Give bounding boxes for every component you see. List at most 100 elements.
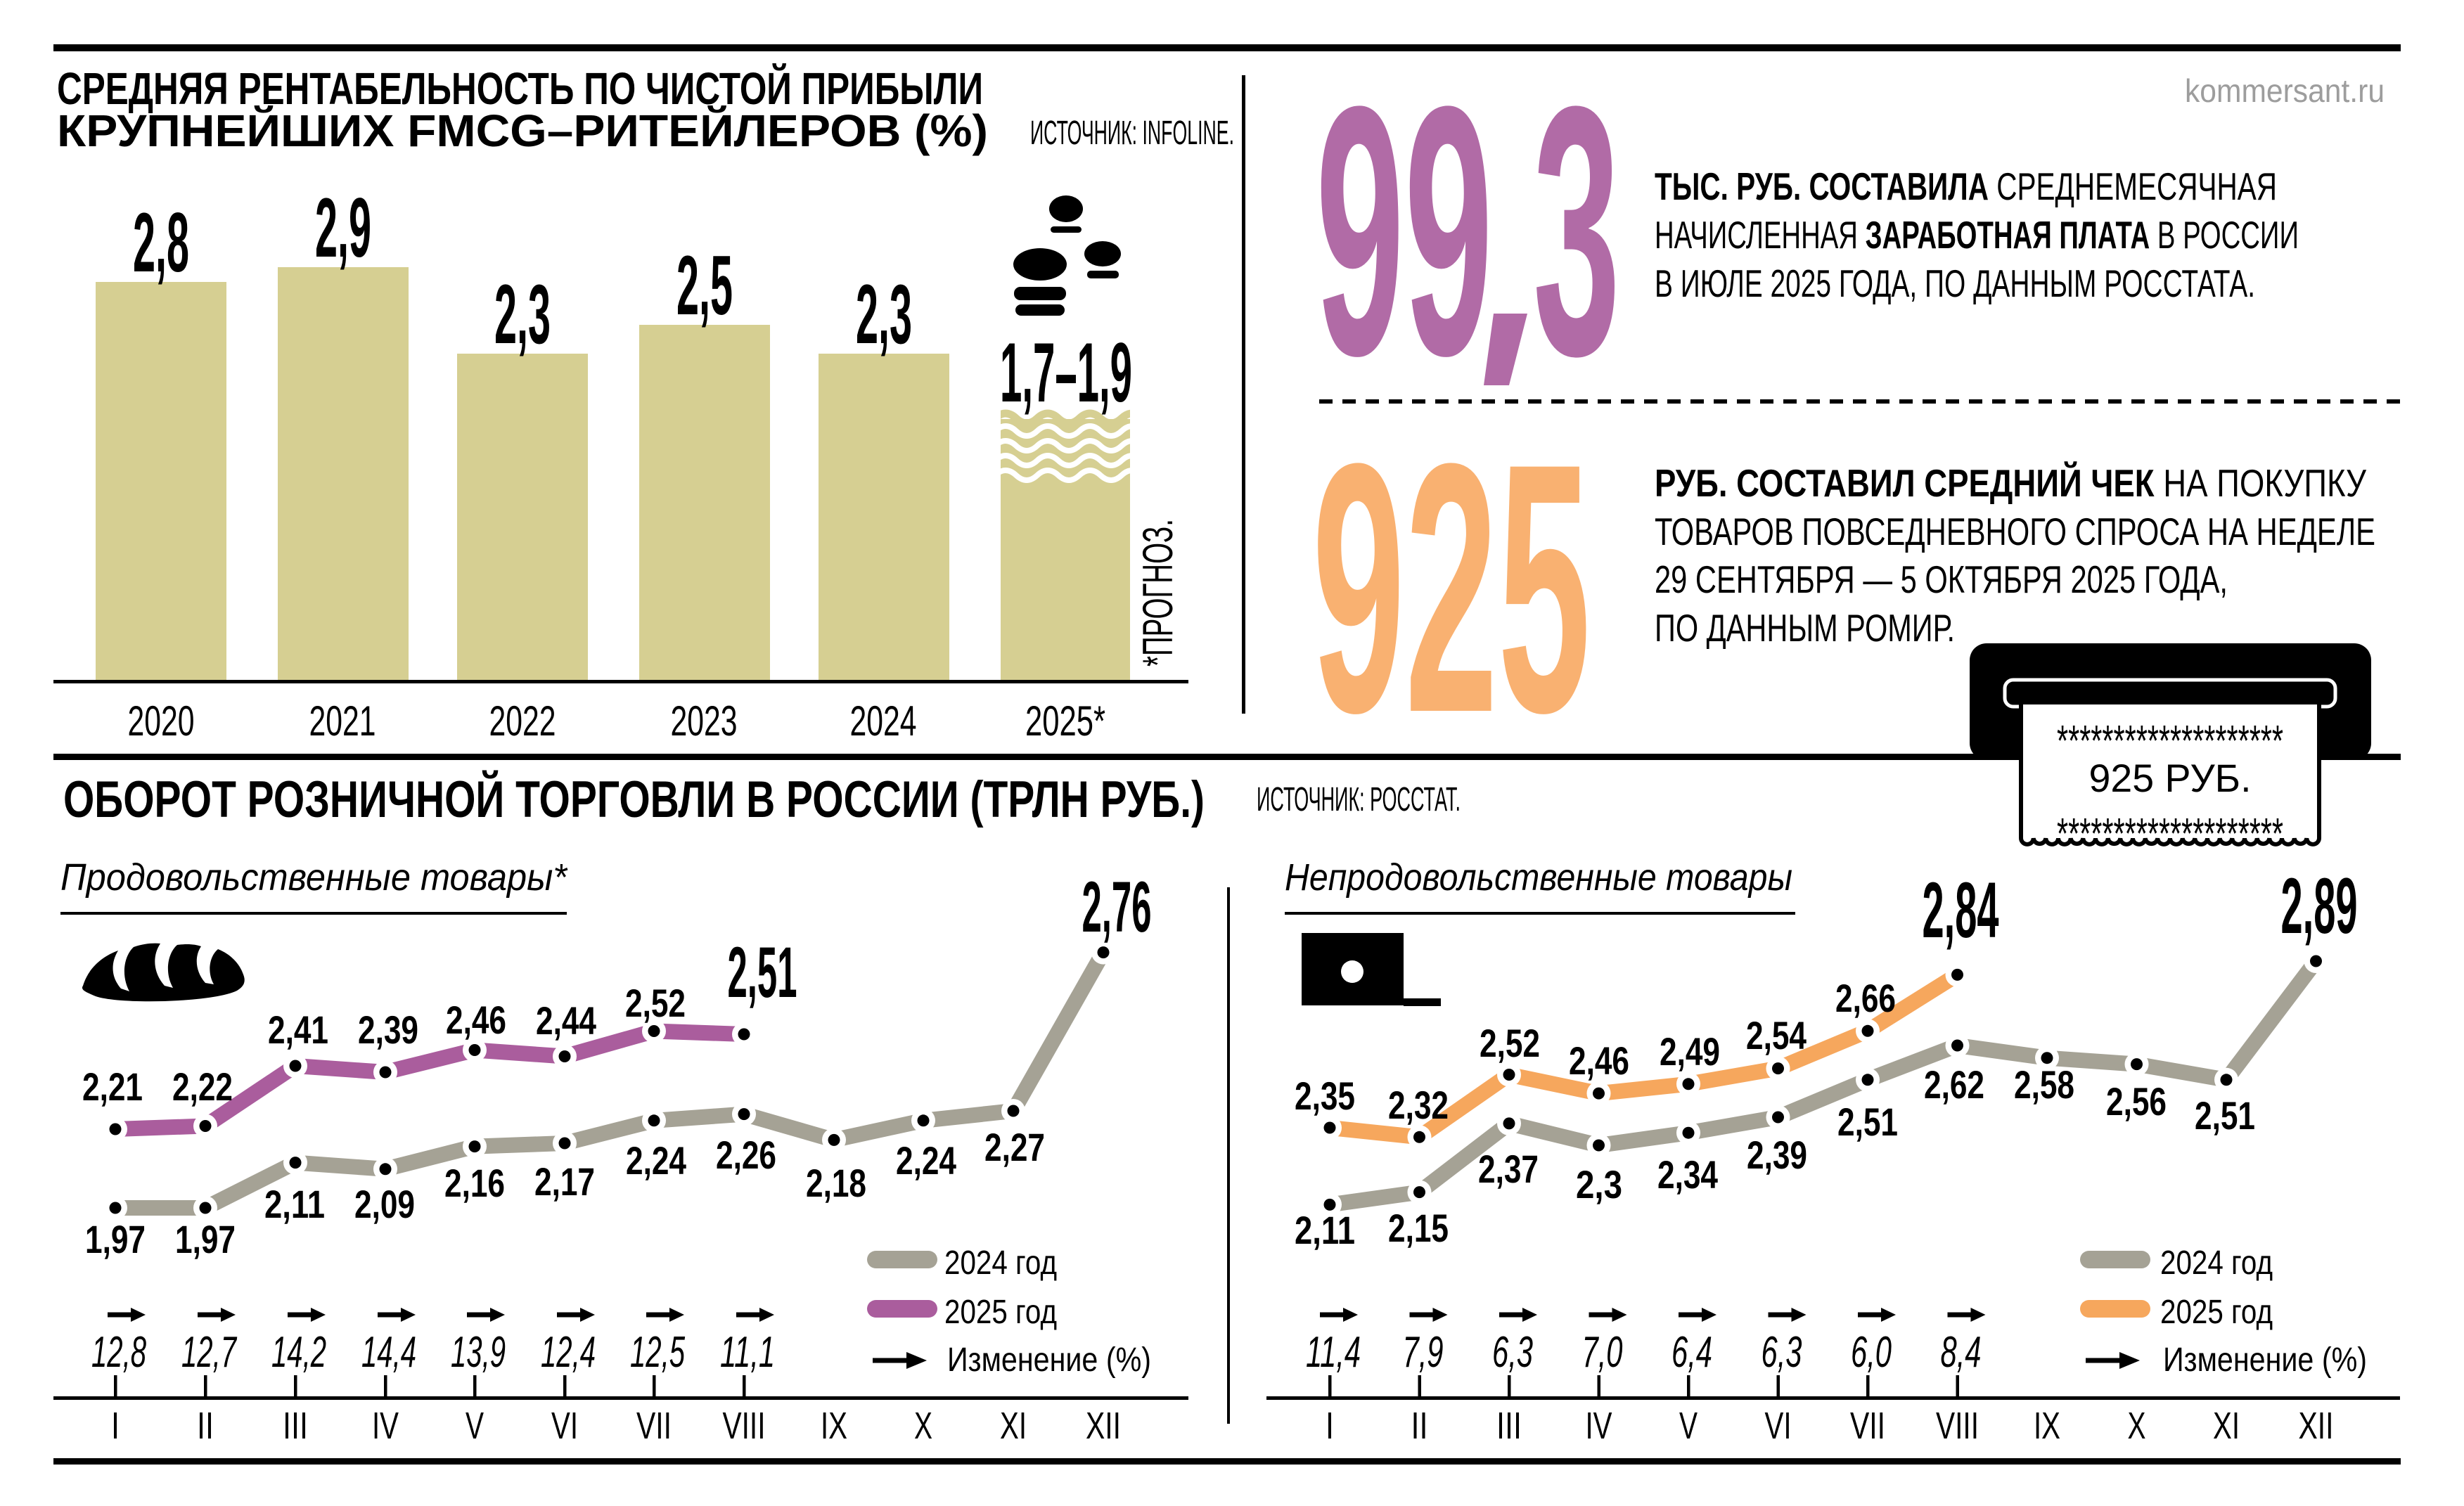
svg-text:VIII: VIII (1936, 1405, 1979, 1447)
svg-text:2,32: 2,32 (1388, 1083, 1449, 1127)
svg-text:2025*: 2025* (1025, 697, 1105, 745)
svg-text:X: X (2128, 1405, 2146, 1447)
svg-text:kommersant.ru: kommersant.ru (2185, 72, 2385, 109)
svg-text:X: X (914, 1405, 932, 1447)
svg-text:VII: VII (1850, 1405, 1885, 1447)
svg-text:29 СЕНТЯБРЯ — 5 ОКТЯБРЯ 2025 Г: 29 СЕНТЯБРЯ — 5 ОКТЯБРЯ 2025 ГОДА, (1655, 558, 2228, 601)
svg-text:6,3: 6,3 (1762, 1328, 1802, 1377)
svg-text:Продовольственные товары*: Продовольственные товары* (60, 856, 568, 899)
svg-text:12,7: 12,7 (181, 1328, 238, 1377)
svg-text:2,51: 2,51 (2195, 1093, 2255, 1138)
svg-text:IV: IV (372, 1405, 399, 1447)
svg-text:14,2: 14,2 (271, 1328, 326, 1377)
svg-text:13,9: 13,9 (451, 1328, 506, 1377)
svg-text:IX: IX (2034, 1405, 2060, 1447)
svg-text:2,76: 2,76 (1082, 867, 1152, 947)
svg-text:2,34: 2,34 (1657, 1152, 1718, 1197)
svg-text:2024 год: 2024 год (944, 1244, 1057, 1282)
svg-text:2,39: 2,39 (1747, 1133, 1807, 1177)
svg-text:2,3: 2,3 (1576, 1162, 1622, 1206)
svg-text:III: III (283, 1405, 308, 1447)
svg-text:2,44: 2,44 (536, 998, 596, 1043)
svg-text:2,11: 2,11 (1295, 1208, 1355, 1252)
svg-text:2,58: 2,58 (2014, 1062, 2074, 1107)
svg-text:Изменение (%): Изменение (%) (2163, 1341, 2367, 1379)
svg-text:ИСТОЧНИК: РОССТАТ.: ИСТОЧНИК: РОССТАТ. (1257, 781, 1461, 818)
svg-text:11,1: 11,1 (720, 1328, 775, 1377)
svg-text:КРУПНЕЙШИХ FMCG–РИТЕЙЛЕРОВ (%): КРУПНЕЙШИХ FMCG–РИТЕЙЛЕРОВ (%) (57, 105, 988, 156)
svg-text:2,89: 2,89 (2281, 862, 2358, 950)
svg-text:II: II (197, 1405, 214, 1447)
svg-text:Изменение (%): Изменение (%) (947, 1341, 1151, 1379)
svg-text:7,0: 7,0 (1582, 1328, 1623, 1377)
svg-text:2,24: 2,24 (896, 1138, 956, 1183)
svg-text:8,4: 8,4 (1941, 1328, 1982, 1377)
svg-text:2,35: 2,35 (1295, 1074, 1355, 1118)
svg-text:2025 год: 2025 год (2160, 1294, 2273, 1331)
svg-text:2,52: 2,52 (1480, 1021, 1540, 1065)
svg-text:99: 99 (1316, 33, 1493, 430)
svg-text:2,46: 2,46 (446, 998, 506, 1042)
svg-text:VI: VI (1765, 1405, 1792, 1447)
svg-text:2,66: 2,66 (1835, 976, 1896, 1020)
svg-text:6,0: 6,0 (1851, 1328, 1892, 1377)
svg-text:2,56: 2,56 (2106, 1079, 2167, 1124)
svg-text:НАЧИСЛЕННАЯ ЗАРАБОТНАЯ ПЛАТА В: НАЧИСЛЕННАЯ ЗАРАБОТНАЯ ПЛАТА В РОССИИ (1655, 213, 2299, 257)
svg-text:I: I (1326, 1405, 1334, 1447)
svg-text:********************: ******************** (2057, 810, 2283, 858)
svg-text:V: V (1679, 1405, 1698, 1447)
svg-text:2025 год: 2025 год (944, 1294, 1057, 1331)
svg-text:XII: XII (2299, 1405, 2334, 1447)
svg-text:2,54: 2,54 (1746, 1013, 1807, 1057)
svg-text:2,21: 2,21 (82, 1064, 143, 1109)
svg-text:2,18: 2,18 (806, 1161, 866, 1205)
svg-text:2,39: 2,39 (358, 1008, 418, 1052)
svg-text:2,16: 2,16 (444, 1161, 505, 1205)
svg-text:*ПРОГНОЗ.: *ПРОГНОЗ. (1134, 519, 1181, 667)
svg-text:Непродовольственные товары: Непродовольственные товары (1285, 856, 1792, 899)
svg-text:1,97: 1,97 (85, 1217, 146, 1261)
svg-text:2,37: 2,37 (1478, 1147, 1539, 1191)
svg-text:12,8: 12,8 (91, 1328, 146, 1377)
svg-text:925 РУБ.: 925 РУБ. (2089, 756, 2252, 800)
svg-text:3: 3 (1533, 33, 1620, 430)
svg-text:2,9: 2,9 (315, 181, 371, 275)
svg-text:II: II (1411, 1405, 1428, 1447)
svg-text:2,17: 2,17 (534, 1159, 595, 1204)
svg-text:I: I (111, 1405, 120, 1447)
svg-text:2,11: 2,11 (264, 1182, 325, 1226)
svg-text:III: III (1496, 1405, 1522, 1447)
svg-text:2,5: 2,5 (676, 238, 733, 333)
svg-text:6,4: 6,4 (1671, 1328, 1712, 1377)
svg-text:2,3: 2,3 (494, 267, 551, 361)
svg-text:2,3: 2,3 (856, 267, 912, 361)
svg-text:2023: 2023 (671, 697, 738, 745)
svg-text:XI: XI (2213, 1405, 2240, 1447)
svg-text:2,27: 2,27 (984, 1125, 1045, 1169)
svg-text:2020: 2020 (128, 697, 195, 745)
svg-text:ТОВАРОВ ПОВСЕДНЕВНОГО СПРОСА Н: ТОВАРОВ ПОВСЕДНЕВНОГО СПРОСА НА НЕДЕЛЕ (1655, 510, 2375, 553)
svg-text:2,52: 2,52 (625, 981, 686, 1025)
svg-text:VII: VII (636, 1405, 672, 1447)
svg-text:14,4: 14,4 (361, 1328, 416, 1377)
svg-text:1,97: 1,97 (175, 1217, 236, 1261)
svg-text:ТЫС. РУБ. СОСТАВИЛА СРЕДНЕМЕСЯ: ТЫС. РУБ. СОСТАВИЛА СРЕДНЕМЕСЯЧНАЯ (1655, 165, 2277, 208)
svg-text:XII: XII (1086, 1405, 1121, 1447)
svg-text:V: V (466, 1405, 484, 1447)
svg-text:ПО ДАННЫМ РОМИР.: ПО ДАННЫМ РОМИР. (1655, 606, 1955, 650)
svg-text:********************: ******************** (2057, 717, 2283, 766)
svg-text:2,62: 2,62 (1924, 1062, 1984, 1107)
svg-text:2,09: 2,09 (354, 1182, 415, 1226)
svg-text:925: 925 (1312, 390, 1591, 787)
svg-text:2,46: 2,46 (1569, 1038, 1629, 1083)
svg-text:ОБОРОТ РОЗНИЧНОЙ ТОРГОВЛИ В РО: ОБОРОТ РОЗНИЧНОЙ ТОРГОВЛИ В РОССИИ (ТРЛН… (63, 771, 1205, 828)
svg-text:2,41: 2,41 (268, 1008, 328, 1052)
svg-text:2,26: 2,26 (716, 1133, 776, 1177)
svg-text:XI: XI (1000, 1405, 1027, 1447)
svg-text:2024 год: 2024 год (2160, 1244, 2273, 1282)
svg-text:2,8: 2,8 (133, 195, 189, 290)
svg-text:2024: 2024 (850, 697, 917, 745)
svg-text:В ИЮЛЕ 2025 ГОДА, ПО ДАННЫМ РО: В ИЮЛЕ 2025 ГОДА, ПО ДАННЫМ РОССТАТА. (1655, 262, 2255, 305)
svg-text:7,9: 7,9 (1403, 1328, 1444, 1377)
svg-text:2,24: 2,24 (626, 1138, 686, 1183)
